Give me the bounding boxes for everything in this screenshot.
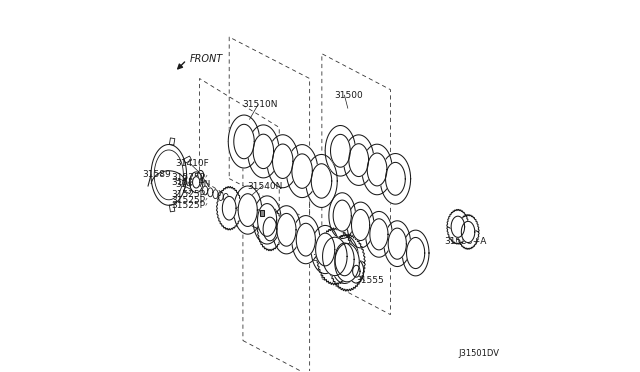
Text: 31525P: 31525P — [171, 178, 205, 187]
Polygon shape — [257, 203, 276, 236]
Polygon shape — [388, 228, 406, 259]
Polygon shape — [296, 223, 316, 256]
Bar — [260, 210, 264, 216]
Polygon shape — [330, 235, 358, 283]
Polygon shape — [325, 125, 356, 176]
Polygon shape — [311, 164, 332, 198]
Polygon shape — [402, 230, 429, 276]
Polygon shape — [323, 237, 347, 276]
Text: 31540N: 31540N — [248, 182, 283, 190]
Polygon shape — [189, 172, 203, 193]
Polygon shape — [385, 162, 405, 195]
Text: 31435X: 31435X — [312, 254, 348, 263]
Polygon shape — [406, 237, 425, 269]
Polygon shape — [329, 234, 365, 291]
Polygon shape — [216, 186, 242, 230]
Polygon shape — [330, 134, 350, 167]
Polygon shape — [311, 225, 339, 274]
Polygon shape — [335, 243, 359, 282]
Polygon shape — [349, 259, 364, 283]
Polygon shape — [461, 221, 475, 243]
Text: 31525P: 31525P — [171, 196, 205, 205]
Text: FRONT: FRONT — [189, 54, 223, 64]
Polygon shape — [344, 135, 374, 185]
Polygon shape — [447, 209, 469, 244]
Polygon shape — [367, 153, 387, 186]
Polygon shape — [234, 186, 262, 234]
Polygon shape — [263, 217, 277, 241]
Polygon shape — [193, 177, 200, 188]
Polygon shape — [329, 193, 356, 238]
Polygon shape — [277, 214, 296, 246]
Text: 31589: 31589 — [142, 170, 171, 179]
Polygon shape — [451, 216, 465, 237]
Polygon shape — [238, 194, 257, 227]
Polygon shape — [257, 207, 283, 251]
Polygon shape — [457, 215, 479, 249]
Polygon shape — [222, 196, 236, 220]
Polygon shape — [348, 202, 374, 248]
Polygon shape — [353, 265, 360, 277]
Polygon shape — [234, 124, 254, 159]
Text: 31510N: 31510N — [242, 100, 278, 109]
Polygon shape — [198, 170, 204, 179]
Polygon shape — [273, 206, 301, 254]
Text: 31525P: 31525P — [171, 190, 205, 199]
Polygon shape — [248, 125, 279, 178]
Text: J31501DV: J31501DV — [459, 349, 500, 358]
Polygon shape — [286, 145, 318, 198]
Polygon shape — [335, 243, 354, 276]
Polygon shape — [306, 154, 337, 208]
Polygon shape — [253, 196, 281, 244]
Polygon shape — [151, 144, 187, 205]
Polygon shape — [292, 154, 312, 188]
Polygon shape — [228, 115, 260, 168]
Polygon shape — [351, 209, 370, 241]
Polygon shape — [365, 211, 392, 257]
Polygon shape — [380, 154, 411, 204]
Text: 31410F: 31410F — [175, 159, 209, 168]
Text: 31525P: 31525P — [171, 201, 205, 210]
Polygon shape — [273, 144, 293, 179]
Text: 31555: 31555 — [355, 276, 384, 285]
Polygon shape — [317, 228, 353, 285]
Polygon shape — [292, 216, 320, 264]
Polygon shape — [384, 221, 411, 267]
Polygon shape — [253, 134, 274, 169]
Polygon shape — [370, 219, 388, 250]
Text: 31525P: 31525P — [171, 173, 205, 182]
Polygon shape — [362, 144, 392, 195]
Text: 31500: 31500 — [334, 91, 363, 100]
Polygon shape — [349, 144, 369, 177]
Polygon shape — [333, 200, 351, 231]
Text: 31555+A: 31555+A — [445, 237, 487, 246]
Text: 31407N: 31407N — [175, 180, 211, 189]
Polygon shape — [316, 233, 335, 266]
Polygon shape — [267, 135, 298, 188]
